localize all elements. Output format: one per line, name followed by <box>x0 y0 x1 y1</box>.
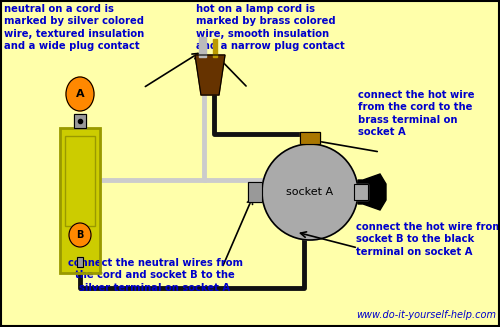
Bar <box>354 184 368 200</box>
Bar <box>300 132 320 144</box>
Text: socket A: socket A <box>286 187 334 197</box>
Bar <box>60 128 100 273</box>
Text: connect the neutral wires from
the cord and socket B to the
silver terminal on s: connect the neutral wires from the cord … <box>68 258 242 293</box>
Bar <box>74 114 86 128</box>
Text: connect the hot wire
from the cord to the
brass terminal on
socket A: connect the hot wire from the cord to th… <box>358 90 474 137</box>
Bar <box>354 184 368 200</box>
Bar <box>77 257 83 267</box>
Bar <box>65 136 95 226</box>
Text: A: A <box>76 89 84 99</box>
Text: hot on a lamp cord is
marked by brass colored
wire, smooth insulation
and a narr: hot on a lamp cord is marked by brass co… <box>196 4 345 51</box>
Text: B: B <box>76 230 84 240</box>
Polygon shape <box>358 174 386 210</box>
Bar <box>60 128 100 273</box>
Bar <box>248 182 262 202</box>
Bar <box>248 182 262 202</box>
Circle shape <box>262 144 358 240</box>
Ellipse shape <box>66 77 94 111</box>
Bar <box>213 39 217 57</box>
Ellipse shape <box>69 223 91 247</box>
Text: www.do-it-yourself-help.com: www.do-it-yourself-help.com <box>356 310 496 320</box>
Bar <box>300 132 320 144</box>
Text: neutral on a cord is
marked by silver colored
wire, textured insulation
and a wi: neutral on a cord is marked by silver co… <box>4 4 144 51</box>
Bar <box>199 37 206 57</box>
Polygon shape <box>195 55 225 95</box>
Bar <box>77 257 83 267</box>
Bar <box>74 114 86 128</box>
Text: connect the hot wire from
socket B to the black
terminal on socket A: connect the hot wire from socket B to th… <box>356 222 500 257</box>
